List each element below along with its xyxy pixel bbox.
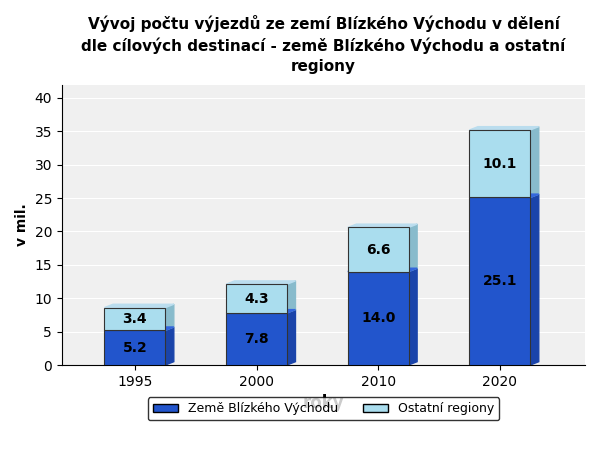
X-axis label: roky: roky	[302, 394, 344, 412]
Bar	[226, 313, 287, 365]
Text: 7.8: 7.8	[244, 332, 269, 346]
Bar	[104, 330, 166, 365]
Bar	[348, 228, 409, 271]
Text: 14.0: 14.0	[361, 311, 395, 325]
Polygon shape	[104, 304, 174, 308]
Text: 6.6: 6.6	[366, 243, 391, 256]
Text: 5.2: 5.2	[122, 341, 147, 355]
Text: 25.1: 25.1	[482, 274, 517, 288]
Polygon shape	[104, 327, 174, 330]
Legend: Země Blízkého Východu, Ostatní regiony: Země Blízkého Východu, Ostatní regiony	[148, 397, 499, 420]
Polygon shape	[469, 126, 539, 130]
Polygon shape	[348, 268, 417, 271]
Polygon shape	[226, 310, 295, 313]
Y-axis label: v mil.: v mil.	[15, 203, 29, 246]
Polygon shape	[287, 310, 295, 365]
Polygon shape	[348, 224, 417, 228]
Bar	[226, 284, 287, 313]
Text: 4.3: 4.3	[244, 292, 269, 306]
Polygon shape	[166, 304, 174, 330]
Text: 3.4: 3.4	[122, 312, 147, 326]
Bar	[104, 308, 166, 330]
Polygon shape	[409, 224, 417, 271]
Bar	[348, 271, 409, 365]
Polygon shape	[409, 268, 417, 365]
Bar	[469, 198, 530, 365]
Title: Vývoj počtu výjezdů ze zemí Blízkého Východu v dělení
dle cílových destinací - z: Vývoj počtu výjezdů ze zemí Blízkého Výc…	[82, 15, 566, 74]
Polygon shape	[530, 126, 539, 198]
Polygon shape	[226, 281, 295, 284]
Polygon shape	[530, 194, 539, 365]
Polygon shape	[166, 327, 174, 365]
Text: 10.1: 10.1	[482, 157, 517, 171]
Polygon shape	[469, 194, 539, 198]
Bar	[469, 130, 530, 198]
Polygon shape	[287, 281, 295, 313]
